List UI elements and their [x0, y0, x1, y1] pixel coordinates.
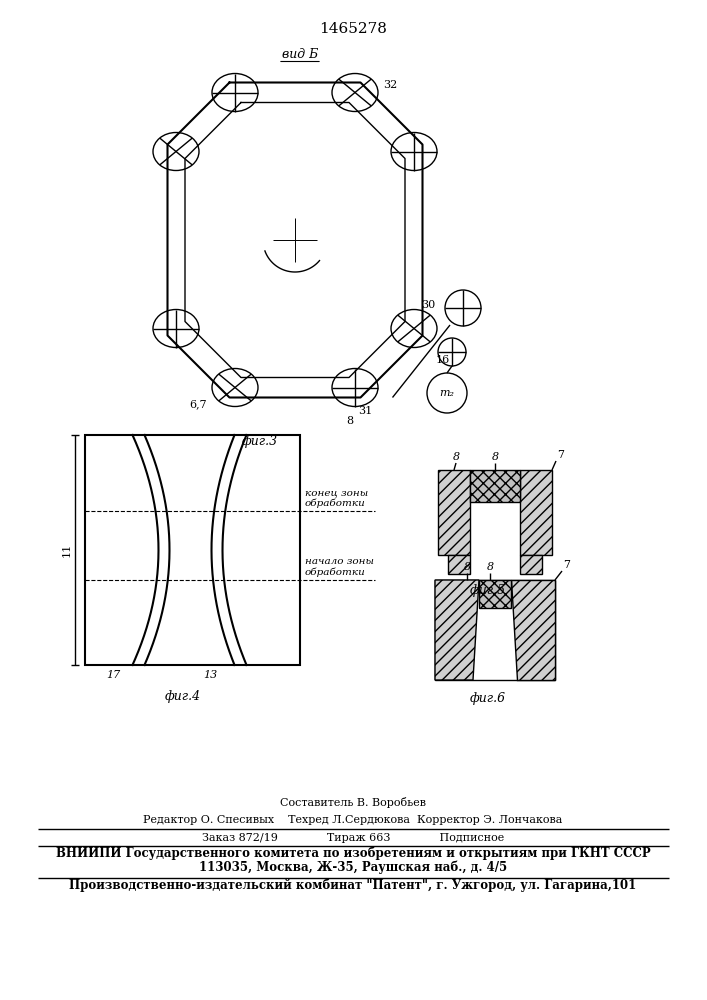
Text: 113035, Москва, Ж-35, Раушская наб., д. 4/5: 113035, Москва, Ж-35, Раушская наб., д. …: [199, 860, 507, 874]
Text: фиг.3: фиг.3: [242, 436, 278, 448]
Text: 16: 16: [436, 355, 450, 365]
Text: 17: 17: [106, 670, 120, 680]
Text: фиг.4: фиг.4: [165, 690, 201, 703]
Text: 7: 7: [557, 450, 564, 460]
Text: 32: 32: [383, 80, 397, 90]
Text: Редактор О. Спесивых    Техред Л.Сердюкова  Корректор Э. Лончакова: Редактор О. Спесивых Техред Л.Сердюкова …: [144, 815, 563, 825]
Text: 8: 8: [346, 416, 354, 426]
Text: 31: 31: [358, 406, 372, 416]
Text: 8: 8: [491, 452, 498, 462]
Polygon shape: [435, 580, 479, 680]
Text: фиг.6: фиг.6: [470, 692, 506, 705]
Text: 30: 30: [421, 300, 435, 310]
Text: вид Б: вид Б: [282, 47, 318, 60]
Text: фиг.5: фиг.5: [470, 584, 506, 597]
Text: Производственно-издательский комбинат "Патент", г. Ужгород, ул. Гагарина,101: Производственно-издательский комбинат "П…: [69, 879, 636, 892]
Bar: [435, 580, 555, 680]
Text: 1465278: 1465278: [319, 22, 387, 36]
Text: 6,7: 6,7: [189, 399, 207, 410]
Text: 8: 8: [486, 562, 493, 572]
Text: 8: 8: [463, 562, 471, 572]
Bar: [520, 555, 542, 574]
Text: конец зоны
обработки: конец зоны обработки: [305, 488, 368, 508]
Text: 7: 7: [563, 560, 570, 570]
Bar: [479, 580, 511, 608]
Text: 13: 13: [204, 670, 218, 680]
Text: m₂: m₂: [440, 388, 455, 398]
Text: Заказ 872/19              Тираж 663              Подписное: Заказ 872/19 Тираж 663 Подписное: [202, 833, 504, 843]
Text: ВНИИПИ Государственного комитета по изобретениям и открытиям при ГКНТ СССР: ВНИИПИ Государственного комитета по изоб…: [56, 846, 650, 860]
Text: начало зоны
обработки: начало зоны обработки: [305, 557, 374, 577]
Text: 11: 11: [62, 543, 72, 557]
Bar: [85, 435, 300, 665]
Bar: [470, 470, 520, 502]
Bar: [520, 470, 552, 555]
Text: 8: 8: [452, 452, 460, 462]
Bar: [438, 470, 470, 555]
Polygon shape: [511, 580, 555, 680]
Bar: [448, 555, 470, 574]
Text: Составитель В. Воробьев: Составитель В. Воробьев: [280, 797, 426, 808]
